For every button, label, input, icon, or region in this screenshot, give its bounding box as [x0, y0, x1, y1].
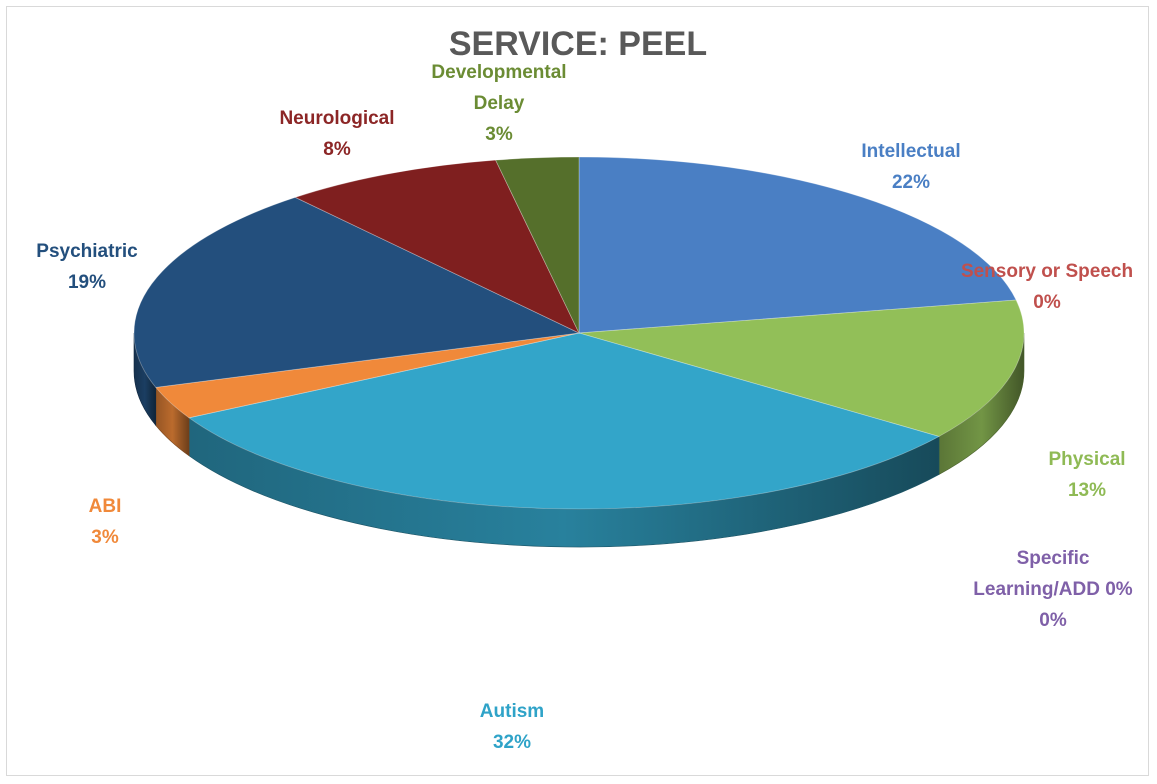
- slice-percent-psychiatric: 19%: [68, 272, 106, 293]
- slice-name-sensory-or-speech: Sensory or Speech: [961, 261, 1133, 282]
- slice-autism: [188, 332, 941, 510]
- slice-percent-specific-learning-add-0: 0%: [1039, 610, 1067, 631]
- slice-name-specific-learning-add-0: Specific Learning/ADD 0%: [973, 548, 1133, 600]
- slice-label-neurological: Neurological 8%: [279, 108, 394, 160]
- slice-percent-developmental-delay: 3%: [485, 124, 513, 145]
- slice-percent-intellectual: 22%: [892, 172, 930, 193]
- slice-label-sensory-or-speech: Sensory or Speech 0%: [961, 261, 1133, 313]
- slice-name-developmental-delay: Developmental Delay: [431, 62, 566, 114]
- slice-intellectual: [578, 156, 1017, 334]
- slice-labels: Intellectual 22% Sensory or Speech 0% Physic…: [36, 62, 1133, 753]
- slice-label-intellectual: Intellectual 22%: [861, 141, 960, 193]
- slice-label-physical: Physical 13%: [1048, 449, 1125, 501]
- slice-name-psychiatric: Psychiatric: [36, 241, 138, 262]
- slice-name-neurological: Neurological: [279, 108, 394, 129]
- slice-percent-sensory-or-speech: 0%: [1033, 292, 1061, 313]
- pie-sides: [133, 332, 1025, 548]
- slice-name-abi: ABI: [89, 496, 122, 517]
- slice-name-intellectual: Intellectual: [861, 141, 960, 162]
- pie-chart: SERVICE: PEEL Intellectual 22% Sensory or …: [36, 25, 1133, 753]
- slice-percent-neurological: 8%: [323, 139, 351, 160]
- slice-name-physical: Physical: [1048, 449, 1125, 470]
- slice-psychiatric: [133, 196, 581, 388]
- slice-label-autism: Autism 32%: [480, 701, 544, 753]
- slice-label-psychiatric: Psychiatric 19%: [36, 241, 138, 293]
- chart-frame: SERVICE: PEEL Intellectual 22% Sensory or …: [6, 6, 1149, 776]
- slice-developmental-delay: [494, 156, 580, 334]
- slice-physical: [578, 299, 1025, 437]
- slice-percent-abi: 3%: [91, 527, 119, 548]
- slice-label-abi: ABI 3%: [89, 496, 122, 548]
- slice-label-specific-learning-add-0: Specific Learning/ADD 0% 0%: [973, 548, 1133, 631]
- slice-label-developmental-delay: Developmental Delay 3%: [431, 62, 566, 145]
- slice-percent-physical: 13%: [1068, 480, 1106, 501]
- pie-top: [133, 156, 1025, 510]
- slice-neurological: [294, 159, 580, 334]
- slice-percent-autism: 32%: [493, 732, 531, 753]
- slice-name-autism: Autism: [480, 701, 544, 722]
- chart-title: SERVICE: PEEL: [449, 25, 707, 63]
- slice-abi: [155, 332, 580, 419]
